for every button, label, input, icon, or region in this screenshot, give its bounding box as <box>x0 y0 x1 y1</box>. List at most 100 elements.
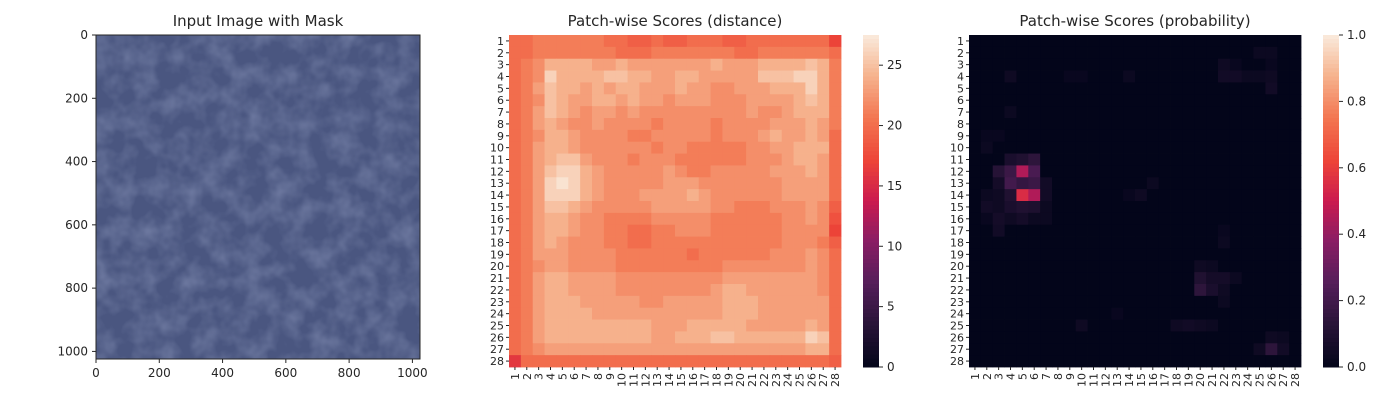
heatmap-cell <box>1123 213 1135 225</box>
heatmap-cell <box>1182 35 1194 47</box>
heatmap-cell <box>1159 308 1171 320</box>
colorbar-segment <box>1323 189 1339 194</box>
heatmap-cell <box>829 189 841 201</box>
heatmap-cell <box>568 284 580 296</box>
heatmap-cell <box>1123 118 1135 130</box>
heatmap-cell <box>1254 213 1266 225</box>
heatmap-cell <box>509 118 521 130</box>
heatmap-cell <box>1040 284 1052 296</box>
heatmap-cell <box>604 343 616 355</box>
heatmap-cell <box>533 272 545 284</box>
colorbar-segment <box>863 230 879 235</box>
heatmap-cell <box>580 106 592 118</box>
heatmap-cell <box>782 260 794 272</box>
heatmap-cell <box>1064 260 1076 272</box>
heatmap-cell <box>1171 248 1183 260</box>
heatmap-cell <box>1218 142 1230 154</box>
heatmap-cell <box>1005 177 1017 189</box>
heatmap-cell <box>580 177 592 189</box>
heatmap-cell <box>805 248 817 260</box>
heatmap-cell <box>1159 343 1171 355</box>
heatmap-cell <box>592 142 604 154</box>
heatmap-cell <box>746 82 758 94</box>
heatmap-cell <box>1076 94 1088 106</box>
colorbar-segment <box>1323 213 1339 218</box>
panel1-title: Input Image with Mask <box>173 12 344 30</box>
colorbar-segment <box>1323 118 1339 123</box>
heatmap-cell <box>1171 225 1183 237</box>
heatmap-cell <box>592 331 604 343</box>
heatmap-cell <box>568 201 580 213</box>
heatmap-cell <box>1147 320 1159 332</box>
heatmap-cell <box>805 237 817 249</box>
heatmap-cell <box>1230 272 1242 284</box>
heatmap-cell <box>1028 189 1040 201</box>
heatmap-cell <box>1099 296 1111 308</box>
heatmap-cell <box>1254 237 1266 249</box>
heatmap-cell <box>616 225 628 237</box>
heatmap-cell <box>993 237 1005 249</box>
heatmap-cell <box>711 189 723 201</box>
heatmap-cell <box>782 308 794 320</box>
heatmap-cell <box>651 118 663 130</box>
heatmap-cell <box>734 106 746 118</box>
heatmap-cell <box>1135 94 1147 106</box>
heatmap-cell <box>1289 284 1301 296</box>
heatmap-cell <box>616 189 628 201</box>
heatmap-cell <box>592 320 604 332</box>
heatmap-cell <box>1265 165 1277 177</box>
heatmap-cell <box>722 71 734 83</box>
colorbar-tick-label: 0.8 <box>1347 94 1366 108</box>
heatmap-cell <box>509 331 521 343</box>
colorbar-segment <box>863 106 879 111</box>
heatmap-cell <box>993 142 1005 154</box>
heatmap-cell <box>829 59 841 71</box>
heatmap-cell <box>521 343 533 355</box>
heatmap-cell <box>1147 237 1159 249</box>
heatmap-cell <box>969 308 981 320</box>
heatmap-cell <box>616 296 628 308</box>
heatmap-cell <box>782 59 794 71</box>
heatmap-cell <box>1265 331 1277 343</box>
heatmap-cell <box>829 355 841 367</box>
heatmap-cell <box>1277 177 1289 189</box>
heatmap-cell <box>722 225 734 237</box>
leather-texture <box>96 35 420 359</box>
heatmap-cell <box>675 308 687 320</box>
heatmap-cell <box>1182 248 1194 260</box>
heatmap-cell <box>1171 343 1183 355</box>
heatmap-cell <box>794 94 806 106</box>
heatmap-cell <box>1218 225 1230 237</box>
heatmap-cell <box>1159 82 1171 94</box>
heatmap-cell <box>1076 71 1088 83</box>
heatmap-cell <box>817 106 829 118</box>
colorbar-segment <box>1323 56 1339 61</box>
heatmap-cell <box>746 225 758 237</box>
heatmap-cell <box>993 331 1005 343</box>
heatmap-cell <box>651 177 663 189</box>
heatmap-cell <box>568 154 580 166</box>
heatmap-cell <box>663 296 675 308</box>
heatmap-cell <box>1171 118 1183 130</box>
heatmap-cell <box>1052 71 1064 83</box>
heatmap-cell <box>829 35 841 47</box>
heatmap-cell <box>1123 35 1135 47</box>
heatmap-cell <box>1040 225 1052 237</box>
heatmap-cell <box>1230 225 1242 237</box>
colorbar-segment <box>1323 338 1339 343</box>
colorbar-segment <box>1323 255 1339 260</box>
heatmap-cell <box>1099 248 1111 260</box>
heatmap-cell <box>556 213 568 225</box>
heatmap-cell <box>1289 331 1301 343</box>
heatmap-cell <box>1099 189 1111 201</box>
heatmap-cell <box>699 225 711 237</box>
heatmap-cell <box>651 71 663 83</box>
heatmap-cell <box>1135 118 1147 130</box>
heatmap-cell <box>1111 320 1123 332</box>
colorbar-segment <box>863 135 879 140</box>
heatmap-cell <box>1242 296 1254 308</box>
heatmap-cell <box>758 308 770 320</box>
heatmap-cell <box>663 260 675 272</box>
heatmap-cell <box>993 154 1005 166</box>
heatmap-cell <box>675 47 687 59</box>
